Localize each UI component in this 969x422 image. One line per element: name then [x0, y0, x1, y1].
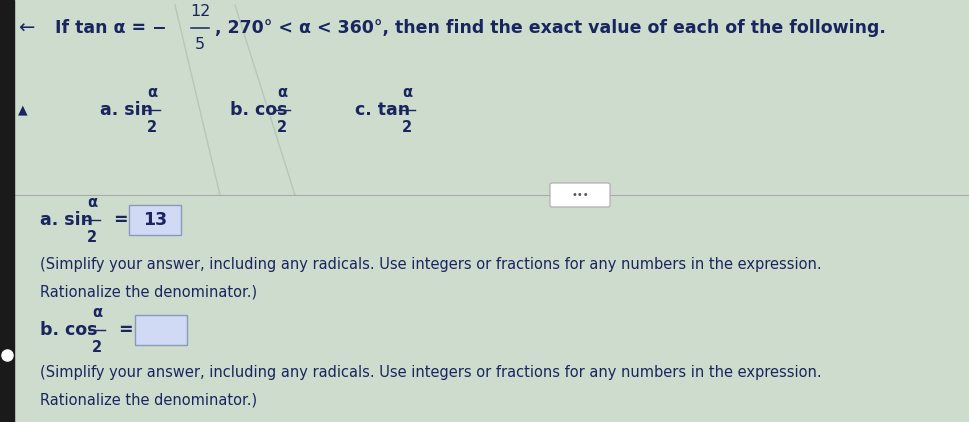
Text: Rationalize the denominator.): Rationalize the denominator.) [40, 284, 257, 300]
Bar [0, 0, 14, 422]
Text: •••: ••• [571, 190, 589, 200]
Text: 2: 2 [402, 120, 412, 135]
Text: a. sin: a. sin [100, 101, 153, 119]
Text: 2: 2 [277, 120, 287, 135]
Text: α: α [87, 195, 97, 210]
Text: , 270° < α < 360°, then find the exact value of each of the following.: , 270° < α < 360°, then find the exact v… [215, 19, 886, 37]
Text: α: α [277, 85, 287, 100]
Text: α: α [402, 85, 412, 100]
Text: (Simplify your answer, including any radicals. Use integers or fractions for any: (Simplify your answer, including any rad… [40, 365, 822, 379]
FancyBboxPatch shape [135, 315, 187, 345]
Text: b. cos: b. cos [230, 101, 288, 119]
Text: 13: 13 [143, 211, 167, 229]
Text: a. sin: a. sin [40, 211, 93, 229]
FancyBboxPatch shape [129, 205, 181, 235]
Text: c. tan: c. tan [355, 101, 410, 119]
Text: α: α [147, 85, 157, 100]
Text: Rationalize the denominator.): Rationalize the denominator.) [40, 392, 257, 408]
Text: b. cos: b. cos [40, 321, 98, 339]
Text: ▲: ▲ [18, 103, 28, 116]
Text: 5: 5 [195, 37, 205, 52]
Text: =: = [113, 211, 128, 229]
Text: 2: 2 [147, 120, 157, 135]
Text: =: = [118, 321, 133, 339]
FancyBboxPatch shape [550, 183, 610, 207]
Text: α: α [92, 305, 102, 320]
Text: 12: 12 [190, 4, 210, 19]
Text: (Simplify your answer, including any radicals. Use integers or fractions for any: (Simplify your answer, including any rad… [40, 257, 822, 273]
Text: 2: 2 [87, 230, 97, 245]
Text: 2: 2 [92, 340, 102, 355]
Text: ←: ← [18, 19, 34, 38]
Text: If tan α = −: If tan α = − [55, 19, 167, 37]
